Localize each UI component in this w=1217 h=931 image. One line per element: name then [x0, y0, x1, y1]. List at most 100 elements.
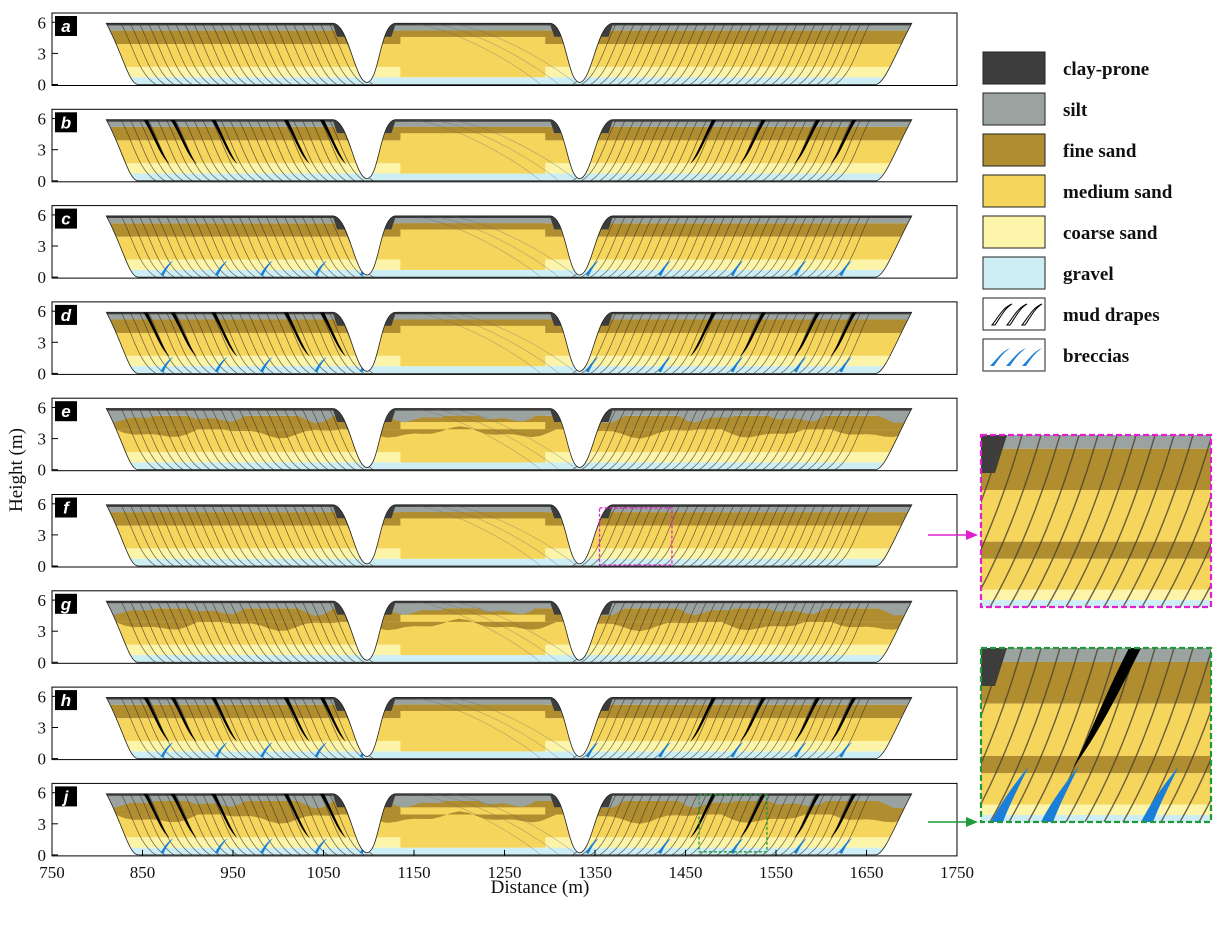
accretion-surface	[671, 312, 709, 374]
accretion-surface	[404, 697, 541, 759]
accretion-surface	[771, 697, 808, 759]
accretion-surface	[155, 793, 193, 855]
panel-a: 0 3 6 a	[38, 12, 958, 95]
mud-drape	[739, 119, 767, 165]
mud-drape-glyph	[1020, 303, 1043, 326]
accretion-surface	[617, 408, 655, 470]
accretion-surface	[273, 119, 311, 181]
channel-clay-cap-2	[549, 312, 614, 326]
x-tick-label: 1650	[850, 863, 884, 882]
breccia-glyph	[1006, 348, 1026, 366]
accretion-surface	[726, 23, 763, 85]
accretion-surface	[753, 793, 790, 855]
breccia-lens	[585, 838, 599, 854]
accretion-surface	[423, 504, 559, 566]
mud-drape	[210, 793, 238, 839]
accretion-surface	[753, 23, 790, 85]
accretion-surface	[780, 601, 818, 663]
mud-drape	[318, 119, 347, 165]
accretion-surface	[735, 504, 772, 566]
stratum-band	[106, 269, 912, 278]
accretion-surface	[635, 601, 673, 663]
y-tick-label: 3	[38, 237, 47, 256]
central-bar-sand	[400, 422, 546, 463]
accretion-surface	[246, 697, 283, 759]
channel-clay-cap-2	[549, 504, 614, 519]
breccia-glyph	[990, 348, 1010, 366]
panel-letter-badge	[55, 690, 77, 711]
panel-letter-badge	[55, 304, 77, 325]
accretion-surface	[735, 408, 772, 470]
accretion-surface	[608, 215, 646, 278]
central-bar-sand	[400, 133, 546, 174]
accretion-surface	[590, 23, 627, 85]
clay-top	[106, 697, 912, 700]
accretion-surface	[300, 408, 338, 470]
accretion-surface	[282, 408, 320, 470]
accretion-surface	[210, 408, 247, 470]
accretion-surface	[318, 215, 356, 278]
accretion-surface	[246, 601, 283, 663]
panel-fill	[106, 119, 912, 181]
accretion-surface	[327, 504, 365, 566]
accretion-surface	[689, 793, 727, 855]
accretion-surface	[318, 504, 356, 566]
accretion-surface	[608, 697, 646, 759]
mud-drape	[794, 119, 822, 165]
y-tick-label: 6	[38, 784, 47, 803]
accretion-surface	[441, 408, 578, 470]
x-tick-label: 1550	[759, 863, 793, 882]
accretion-surface	[726, 504, 763, 566]
panel-b: 0 3 6 b	[38, 108, 958, 191]
accretion-surface	[137, 601, 175, 663]
breccia-lens	[160, 742, 174, 758]
accretion-surface	[834, 215, 872, 278]
accretion-surface	[653, 601, 691, 663]
accretion-surface	[128, 23, 166, 85]
breccia-lens	[794, 838, 807, 854]
accretion-surface	[128, 408, 166, 470]
x-tick-label: 1450	[669, 863, 703, 882]
accretion-surface	[137, 697, 175, 759]
inset-accretion-line	[1179, 757, 1211, 822]
central-bar-fine	[400, 30, 546, 37]
accretion-surface	[717, 312, 754, 374]
legend-item-medium-sand: medium sand	[982, 174, 1173, 208]
accretion-surface	[327, 408, 365, 470]
legend-item-gravel: gravel	[982, 256, 1114, 290]
legend-item-breccias: breccias	[982, 338, 1129, 372]
central-bar-fine	[400, 608, 546, 615]
accretion-surface	[626, 408, 664, 470]
accretion-surface	[671, 601, 709, 663]
accretion-surface	[653, 215, 691, 278]
accretion-surface	[191, 793, 229, 855]
accretion-surface	[404, 504, 541, 566]
mud-drape	[830, 119, 858, 165]
accretion-surface	[707, 408, 745, 470]
accretion-surface	[789, 312, 827, 374]
accretion-surface	[807, 312, 845, 374]
panel-frame	[51, 205, 958, 279]
accretion-surface	[291, 504, 329, 566]
accretion-surface	[581, 793, 618, 855]
accretion-surface	[137, 793, 175, 855]
breccia-lens	[314, 838, 328, 854]
accretion-surface	[698, 23, 736, 85]
accretion-surface	[282, 504, 320, 566]
accretion-surface	[608, 119, 646, 181]
stratum-band	[106, 751, 912, 759]
panel-frame	[51, 301, 958, 375]
accretion-surface	[680, 23, 718, 85]
accretion-surface	[441, 793, 578, 855]
accretion-surface	[825, 408, 863, 470]
mud-drape	[318, 697, 347, 743]
accretion-surface	[608, 312, 646, 374]
central-bar-sand	[400, 229, 546, 270]
inset-accretion-line	[1198, 583, 1211, 607]
accretion-surface	[635, 504, 673, 566]
accretion-surface	[282, 697, 320, 759]
accretion-surface	[744, 504, 781, 566]
accretion-surface	[423, 697, 559, 759]
inset-accretion-line	[981, 648, 1023, 766]
accretion-surface	[441, 215, 578, 278]
